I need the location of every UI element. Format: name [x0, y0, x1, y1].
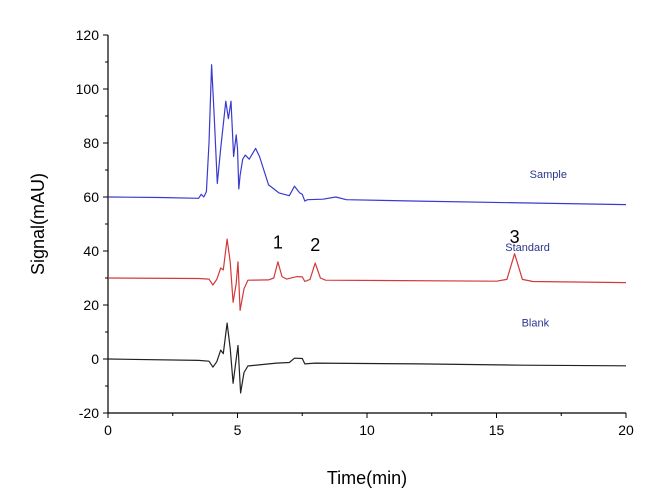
- series-line-standard: [107, 238, 627, 311]
- y-tick-label: 60: [83, 189, 99, 205]
- x-tick-label: 10: [359, 422, 375, 438]
- y-tick-label: 80: [83, 135, 99, 151]
- labels-group: Sample Standard Blank 1 2 3: [273, 169, 567, 330]
- series-label-sample: Sample: [530, 169, 567, 181]
- series-label-blank: Blank: [522, 318, 550, 330]
- y-tick-label: -20: [79, 405, 99, 421]
- peak-label: 2: [310, 235, 320, 255]
- series-line-sample: [107, 64, 627, 206]
- y-tick-label: 0: [91, 351, 99, 367]
- peak-label: 1: [273, 232, 283, 252]
- axes: 0 5 10 15 20 -20 0 20 40 60 80 100 120: [76, 27, 634, 438]
- x-axis-title: Time(min): [327, 468, 407, 488]
- y-axis-title: Signal(mAU): [28, 173, 48, 275]
- series-label-standard: Standard: [505, 242, 550, 254]
- y-tick-label: 20: [83, 297, 99, 313]
- series-group: [107, 64, 627, 394]
- peak-label: 3: [510, 227, 520, 247]
- y-tick-label: 40: [83, 243, 99, 259]
- y-tick-label: 100: [76, 81, 100, 97]
- x-tick-label: 0: [104, 422, 112, 438]
- x-tick-label: 15: [489, 422, 505, 438]
- x-tick-label: 20: [618, 422, 634, 438]
- series-line-blank: [107, 322, 627, 394]
- x-tick-label: 5: [234, 422, 242, 438]
- y-tick-label: 120: [76, 27, 100, 43]
